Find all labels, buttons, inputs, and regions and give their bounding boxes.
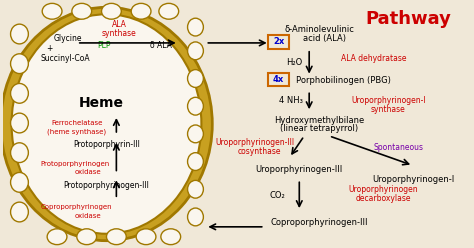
- Bar: [268, 73, 290, 86]
- Ellipse shape: [107, 229, 126, 245]
- Text: (heme synthase): (heme synthase): [47, 129, 106, 135]
- Ellipse shape: [188, 153, 203, 170]
- Ellipse shape: [188, 42, 203, 60]
- Ellipse shape: [77, 229, 97, 245]
- Text: Glycine: Glycine: [54, 34, 82, 43]
- Ellipse shape: [188, 18, 203, 36]
- Ellipse shape: [0, 7, 212, 241]
- Text: cosynthase: cosynthase: [238, 147, 282, 156]
- Ellipse shape: [188, 70, 203, 87]
- Text: acid (ALA): acid (ALA): [302, 34, 346, 43]
- Text: Uroporphyrinogen-I: Uroporphyrinogen-I: [351, 96, 426, 105]
- Ellipse shape: [159, 3, 179, 19]
- Text: Protoporphyrinogen: Protoporphyrinogen: [40, 160, 109, 167]
- Text: Protoporphyrinogen-III: Protoporphyrinogen-III: [64, 181, 149, 190]
- Text: Protoporphyrin-III: Protoporphyrin-III: [73, 140, 140, 149]
- Text: ALA: ALA: [112, 20, 127, 29]
- Bar: [268, 35, 290, 49]
- Ellipse shape: [188, 180, 203, 198]
- Ellipse shape: [188, 97, 203, 115]
- Text: (linear tetrapyrrol): (linear tetrapyrrol): [280, 124, 358, 133]
- Ellipse shape: [10, 84, 28, 103]
- Ellipse shape: [47, 229, 67, 245]
- Text: Uroporphyrinogen: Uroporphyrinogen: [348, 185, 418, 194]
- Ellipse shape: [10, 202, 28, 222]
- Ellipse shape: [10, 172, 28, 192]
- Ellipse shape: [42, 3, 62, 19]
- Text: H₂O: H₂O: [286, 58, 302, 67]
- Ellipse shape: [10, 24, 28, 44]
- Text: Hydroxymethylbilane: Hydroxymethylbilane: [274, 116, 364, 124]
- Ellipse shape: [136, 229, 156, 245]
- Text: oxidase: oxidase: [74, 169, 101, 175]
- Ellipse shape: [161, 229, 181, 245]
- Text: Spontaneous: Spontaneous: [373, 143, 423, 152]
- Ellipse shape: [72, 3, 91, 19]
- Text: oxidase: oxidase: [74, 213, 101, 219]
- Ellipse shape: [10, 54, 28, 74]
- Text: Pathway: Pathway: [365, 10, 451, 28]
- Text: Coproporphyrinogen: Coproporphyrinogen: [41, 204, 113, 210]
- Text: Porphobilinogen (PBG): Porphobilinogen (PBG): [296, 76, 391, 85]
- Text: 2x: 2x: [273, 37, 284, 46]
- Text: PLP: PLP: [97, 41, 110, 50]
- Ellipse shape: [10, 113, 28, 133]
- Ellipse shape: [131, 3, 151, 19]
- Text: Coproporphyrinogen-III: Coproporphyrinogen-III: [270, 218, 368, 227]
- Text: Heme: Heme: [79, 96, 124, 110]
- Text: decarboxylase: decarboxylase: [356, 194, 411, 203]
- Text: synthase: synthase: [371, 105, 406, 114]
- Ellipse shape: [101, 3, 121, 19]
- Text: +: +: [46, 44, 53, 53]
- Ellipse shape: [10, 143, 28, 162]
- Text: 4x: 4x: [273, 75, 284, 84]
- Text: Succinyl-CoA: Succinyl-CoA: [40, 54, 90, 63]
- Ellipse shape: [188, 208, 203, 226]
- Text: δ ALA: δ ALA: [150, 41, 172, 50]
- Text: δ-Aminolevulinic: δ-Aminolevulinic: [284, 25, 354, 33]
- Text: 4 NH₃: 4 NH₃: [280, 96, 303, 105]
- Text: Uroporphyrinogen-I: Uroporphyrinogen-I: [372, 175, 454, 184]
- Ellipse shape: [188, 125, 203, 143]
- Text: CO₂: CO₂: [270, 191, 285, 200]
- Text: synthase: synthase: [102, 29, 137, 37]
- Text: Ferrochelatase: Ferrochelatase: [51, 120, 102, 126]
- Text: Uroporphyrinogen-III: Uroporphyrinogen-III: [255, 165, 343, 174]
- Text: Uroporphyrinogen-III: Uroporphyrinogen-III: [215, 138, 294, 147]
- Ellipse shape: [11, 14, 201, 234]
- Text: ALA dehydratase: ALA dehydratase: [341, 54, 406, 63]
